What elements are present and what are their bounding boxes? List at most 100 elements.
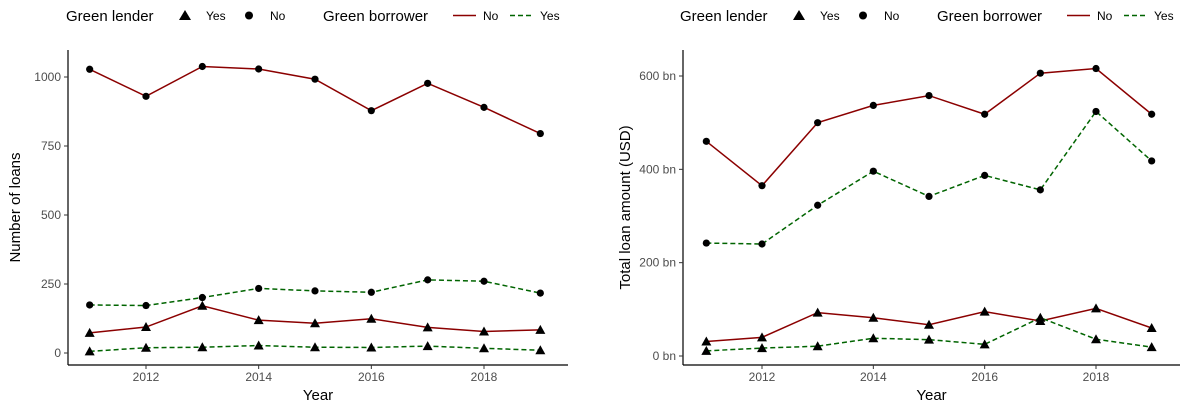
data-point-circle [424, 79, 432, 87]
data-point-triangle [701, 345, 712, 355]
legend-circle-icon [859, 11, 867, 20]
data-point-circle [1036, 69, 1044, 77]
data-point-triangle [197, 300, 208, 310]
data-point-circle [925, 192, 933, 200]
data-point-triangle [812, 341, 823, 351]
data-point-triangle [197, 342, 208, 352]
y-tick-label: 1000 [34, 70, 61, 84]
data-point-circle [1092, 107, 1100, 116]
x-tick-label: 2012 [749, 370, 776, 384]
y-tick-label: 0 [54, 346, 61, 360]
legend-borrower-title: Green borrower [937, 8, 1042, 25]
data-point-triangle [757, 332, 767, 342]
y-tick-label: 600 bn [639, 69, 676, 83]
data-point-circle [424, 276, 432, 284]
data-point-triangle [868, 312, 879, 322]
data-point-circle [702, 137, 710, 145]
data-point-circle [758, 240, 766, 248]
x-tick-label: 2016 [358, 370, 385, 384]
data-point-circle [925, 92, 933, 100]
data-point-triangle [366, 342, 377, 352]
legend-lender-no-label: No [884, 9, 900, 23]
data-point-circle [869, 101, 877, 109]
legend-borrower-title: Green borrower [323, 8, 428, 25]
data-point-triangle [366, 313, 377, 323]
data-point-circle [142, 92, 150, 100]
data-point-triangle [924, 319, 934, 329]
series-line-lender-no-borrower-yes [706, 110, 1153, 245]
legend-lender-title: Green lender [680, 8, 768, 25]
x-tick-label: 2014 [860, 370, 887, 384]
y-tick-label: 200 bn [639, 256, 676, 270]
data-point-circle [981, 171, 989, 179]
data-point-triangle [979, 306, 990, 316]
data-point-triangle [1035, 312, 1046, 322]
data-point-triangle [253, 315, 264, 325]
legend-lender-no-label: No [270, 9, 286, 23]
y-tick-label: 250 [41, 277, 61, 291]
data-point-circle [198, 293, 206, 302]
data-point-triangle [84, 346, 95, 356]
data-point-circle [814, 201, 822, 209]
data-point-circle [480, 103, 488, 111]
data-point-circle [758, 182, 766, 190]
legend-lender-title: Green lender [66, 8, 154, 25]
data-point-triangle [253, 340, 264, 350]
data-point-circle [1036, 186, 1044, 194]
legend-right: Green lender Yes No Green borrower No Ye… [680, 8, 1174, 25]
data-point-circle [869, 167, 877, 175]
data-point-triangle [84, 327, 95, 337]
data-point-triangle [535, 345, 546, 355]
legend-left: Green lender Yes No Green borrower No Ye… [66, 8, 560, 25]
chart-panel-loan-amount: 0 bn 200 bn 400 bn 600 bn 2012 2014 2016 2018 Ye… [617, 50, 1180, 404]
data-point-triangle [1091, 303, 1101, 313]
chart-panel-loan-count: 0 250 500 750 1000 2012 2014 2016 2018 Year Number… [7, 50, 568, 404]
data-point-circle [86, 301, 94, 309]
data-point-circle [1148, 110, 1156, 118]
data-point-triangle [701, 336, 712, 346]
data-point-circle [480, 277, 488, 285]
legend-borrower-no-label: No [1097, 9, 1113, 23]
data-point-circle [536, 289, 544, 297]
data-point-triangle [141, 342, 151, 352]
data-point-triangle [1146, 342, 1157, 352]
data-point-circle [255, 65, 263, 73]
data-point-triangle [479, 343, 489, 353]
data-point-triangle [812, 307, 823, 317]
data-point-circle [1092, 64, 1100, 73]
x-axis-title: Year [303, 387, 333, 404]
data-point-circle [255, 284, 263, 293]
data-point-circle [198, 62, 206, 71]
data-point-triangle [979, 339, 990, 349]
x-axis-title: Year [916, 387, 946, 404]
data-point-circle [981, 110, 989, 118]
data-point-triangle [422, 341, 433, 351]
y-tick-label: 0 bn [653, 349, 676, 363]
y-tick-label: 500 [41, 208, 61, 222]
data-point-triangle [924, 334, 934, 344]
data-point-triangle [141, 322, 151, 332]
legend-triangle-icon [793, 10, 805, 20]
data-point-triangle [1091, 334, 1101, 344]
data-point-circle [1148, 157, 1156, 165]
legend-lender-yes-label: Yes [206, 9, 226, 23]
x-tick-label: 2018 [1083, 370, 1110, 384]
data-point-circle [311, 75, 319, 83]
x-tick-label: 2012 [133, 370, 160, 384]
y-tick-label: 750 [41, 139, 61, 153]
y-axis-title: Number of loans [7, 152, 24, 262]
data-point-triangle [1146, 323, 1157, 332]
data-point-circle [702, 239, 710, 247]
x-tick-label: 2018 [471, 370, 498, 384]
legend-borrower-yes-label: Yes [1154, 9, 1174, 23]
data-point-circle [142, 301, 150, 310]
data-point-triangle [757, 343, 767, 353]
x-tick-label: 2016 [971, 370, 998, 384]
data-point-circle [367, 107, 375, 115]
data-point-triangle [479, 326, 489, 336]
data-point-triangle [310, 318, 320, 328]
data-point-triangle [422, 322, 433, 332]
legend-circle-icon [245, 11, 253, 20]
y-tick-label: 400 bn [639, 162, 676, 176]
legend-lender-yes-label: Yes [820, 9, 840, 23]
